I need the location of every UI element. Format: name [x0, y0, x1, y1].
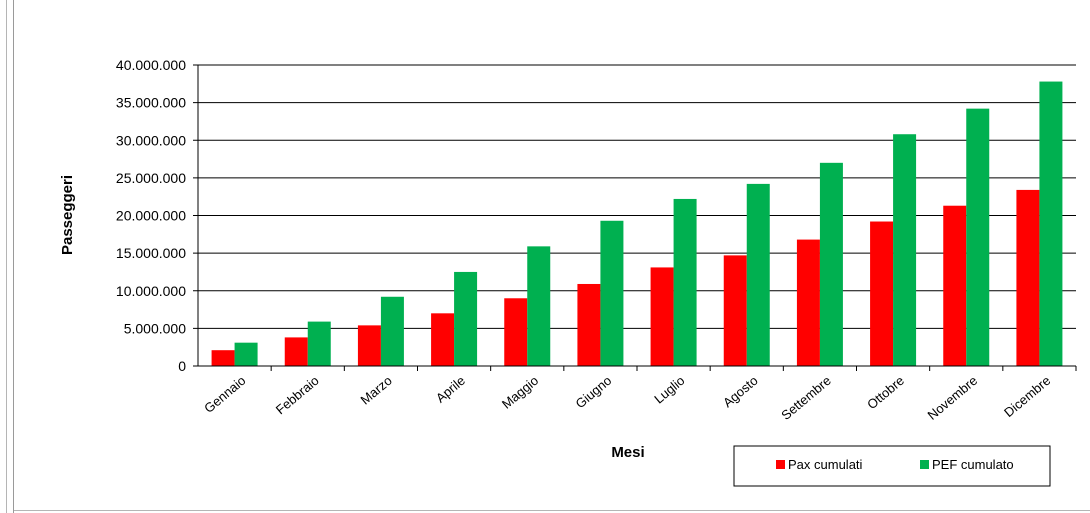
- bar-pax-cumulati: [870, 221, 894, 366]
- bar-pax-cumulati: [431, 313, 455, 366]
- grid-lines: [198, 64, 1076, 329]
- legend-swatch-pef: [920, 460, 929, 469]
- y-tick-label: 35.000.000: [116, 95, 186, 111]
- bar-pef-cumulato: [454, 271, 478, 366]
- x-tick-labels: Gennaio Febbraio Marzo Aprile Maggio Giugno Lu…: [201, 366, 1077, 423]
- y-tick-labels: 0 5.000.000 10.000.000 15.000.000 20.000.000…: [116, 57, 198, 374]
- bar-pax-cumulati: [723, 255, 747, 366]
- y-tick-label: 20.000.000: [116, 208, 186, 224]
- x-tick-label: Giugno: [573, 373, 615, 411]
- x-tick-label: Gennaio: [201, 373, 248, 416]
- x-tick-label: Dicembre: [1001, 373, 1053, 420]
- y-tick-label: 30.000.000: [116, 132, 186, 148]
- y-tick-label: 10.000.000: [116, 283, 186, 299]
- y-tick-label: 15.000.000: [116, 245, 186, 261]
- legend-label-pef: PEF cumulato: [932, 457, 1014, 472]
- legend-label-pax: Pax cumulati: [788, 457, 863, 472]
- bar-pax-cumulati: [1016, 189, 1040, 366]
- bar-pax-cumulati: [577, 283, 601, 366]
- window-bottom-border: [14, 510, 1090, 511]
- y-tick-label: 40.000.000: [116, 57, 186, 73]
- y-axis-title: Passeggeri: [59, 175, 76, 255]
- x-tick-label: Agosto: [720, 373, 761, 411]
- bar-pef-cumulato: [307, 321, 331, 366]
- y-tick-label: 5.000.000: [124, 320, 186, 336]
- window-left-border: [0, 0, 14, 513]
- bar-pef-cumulato: [746, 183, 770, 366]
- bar-pax-cumulati: [284, 337, 308, 366]
- y-tick-label: 25.000.000: [116, 170, 186, 186]
- bar-pax-cumulati: [650, 267, 674, 366]
- bar-pef-cumulato: [527, 246, 551, 366]
- legend-box: [733, 445, 1051, 487]
- bar-pax-cumulati: [943, 205, 967, 366]
- y-tick-label: 0: [178, 358, 186, 374]
- x-tick-label: Luglio: [651, 373, 687, 407]
- bar-pef-cumulato: [1039, 81, 1063, 367]
- bar-pax-cumulati: [357, 325, 381, 366]
- bar-pef-cumulato: [819, 162, 843, 366]
- bar-pax-cumulati: [211, 350, 235, 366]
- bar-pef-cumulato: [966, 108, 990, 367]
- x-tick-label: Maggio: [499, 373, 541, 412]
- x-tick-label: Marzo: [358, 373, 395, 408]
- legend-swatch-pax: [776, 460, 785, 469]
- x-axis-title: Mesi: [611, 444, 644, 461]
- x-tick-label: Febbraio: [273, 373, 322, 417]
- bar-pef-cumulato: [234, 342, 258, 366]
- bar-pax-cumulati: [796, 239, 820, 366]
- bar-pef-cumulato: [893, 134, 917, 366]
- bar-pef-cumulato: [380, 296, 404, 366]
- bar-pef-cumulato: [600, 220, 624, 366]
- x-tick-label: Novembre: [925, 373, 981, 423]
- bar-pax-cumulati: [504, 298, 528, 366]
- bar-pef-cumulato: [673, 198, 697, 366]
- x-tick-label: Settembre: [778, 373, 834, 423]
- bar-series: [211, 81, 1063, 367]
- legend: Pax cumulati PEF cumulato: [733, 445, 1051, 487]
- x-tick-label: Ottobre: [864, 373, 907, 412]
- x-tick-label: Aprile: [433, 373, 468, 406]
